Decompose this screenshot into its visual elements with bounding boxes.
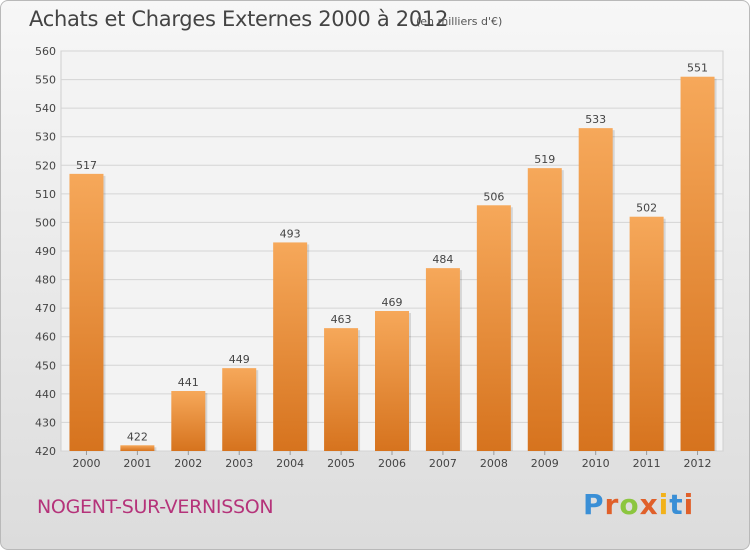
bar-value-label: 551 [687,62,708,75]
bar-value-label: 463 [331,313,352,326]
chart-title: Achats et Charges Externes 2000 à 2012 [29,7,449,31]
x-tick-label: 2010 [582,457,610,470]
bar [578,128,613,451]
x-tick-label: 2007 [429,457,457,470]
y-tick-label: 530 [35,131,56,144]
bar [527,168,562,451]
bar [171,391,206,451]
x-tick-label: 2000 [72,457,100,470]
town-name: NOGENT-SUR-VERNISSON [37,496,274,518]
x-tick-label: 2011 [633,457,661,470]
logo-letter: i [658,488,670,521]
y-tick-label: 560 [35,45,56,58]
bar [375,311,409,451]
bar [680,76,715,451]
bar-value-label: 469 [382,296,403,309]
y-tick-label: 470 [35,302,56,315]
logo-letter: o [619,488,640,521]
units-label: (en milliers d'€) [416,15,503,28]
bar-value-label: 502 [636,202,657,215]
y-tick-label: 430 [35,416,56,429]
x-tick-label: 2006 [378,457,406,470]
x-tick-label: 2004 [276,457,304,470]
x-tick-label: 2005 [327,457,355,470]
bar-value-label: 506 [483,190,504,203]
x-tick-label: 2002 [174,457,202,470]
bar [120,445,155,451]
y-tick-label: 510 [35,188,56,201]
x-tick-label: 2008 [480,457,508,470]
bar [476,205,511,451]
y-tick-label: 500 [35,216,56,229]
bar [324,328,359,451]
bar-value-label: 484 [432,253,453,266]
logo-letter: r [604,488,620,521]
bar [629,216,664,451]
y-tick-label: 540 [35,102,56,115]
bar [69,173,104,451]
bar-value-label: 493 [280,227,301,240]
y-tick-label: 480 [35,274,56,287]
x-tick-label: 2012 [684,457,712,470]
logo-letter: x [639,488,659,521]
bar-value-label: 422 [127,430,148,443]
y-tick-label: 420 [35,445,56,458]
bar [222,368,257,451]
y-tick-label: 460 [35,331,56,344]
bar-value-label: 449 [229,353,250,366]
bar-value-label: 517 [76,159,97,172]
y-tick-label: 450 [35,359,56,372]
x-tick-label: 2003 [225,457,253,470]
logo-letter: t [669,488,684,521]
bar-value-label: 519 [534,153,555,166]
y-tick-label: 520 [35,159,56,172]
y-tick-label: 490 [35,245,56,258]
x-tick-label: 2001 [123,457,151,470]
x-tick-label: 2009 [531,457,559,470]
bar-value-label: 533 [585,113,606,126]
bar [425,268,460,451]
y-tick-label: 550 [35,74,56,87]
y-tick-label: 440 [35,388,56,401]
logo-letter: P [583,488,605,521]
proxiti-logo: Proxiti [583,488,694,521]
logo-letter: i [683,488,695,521]
bar [273,242,308,451]
bar-value-label: 441 [178,376,199,389]
